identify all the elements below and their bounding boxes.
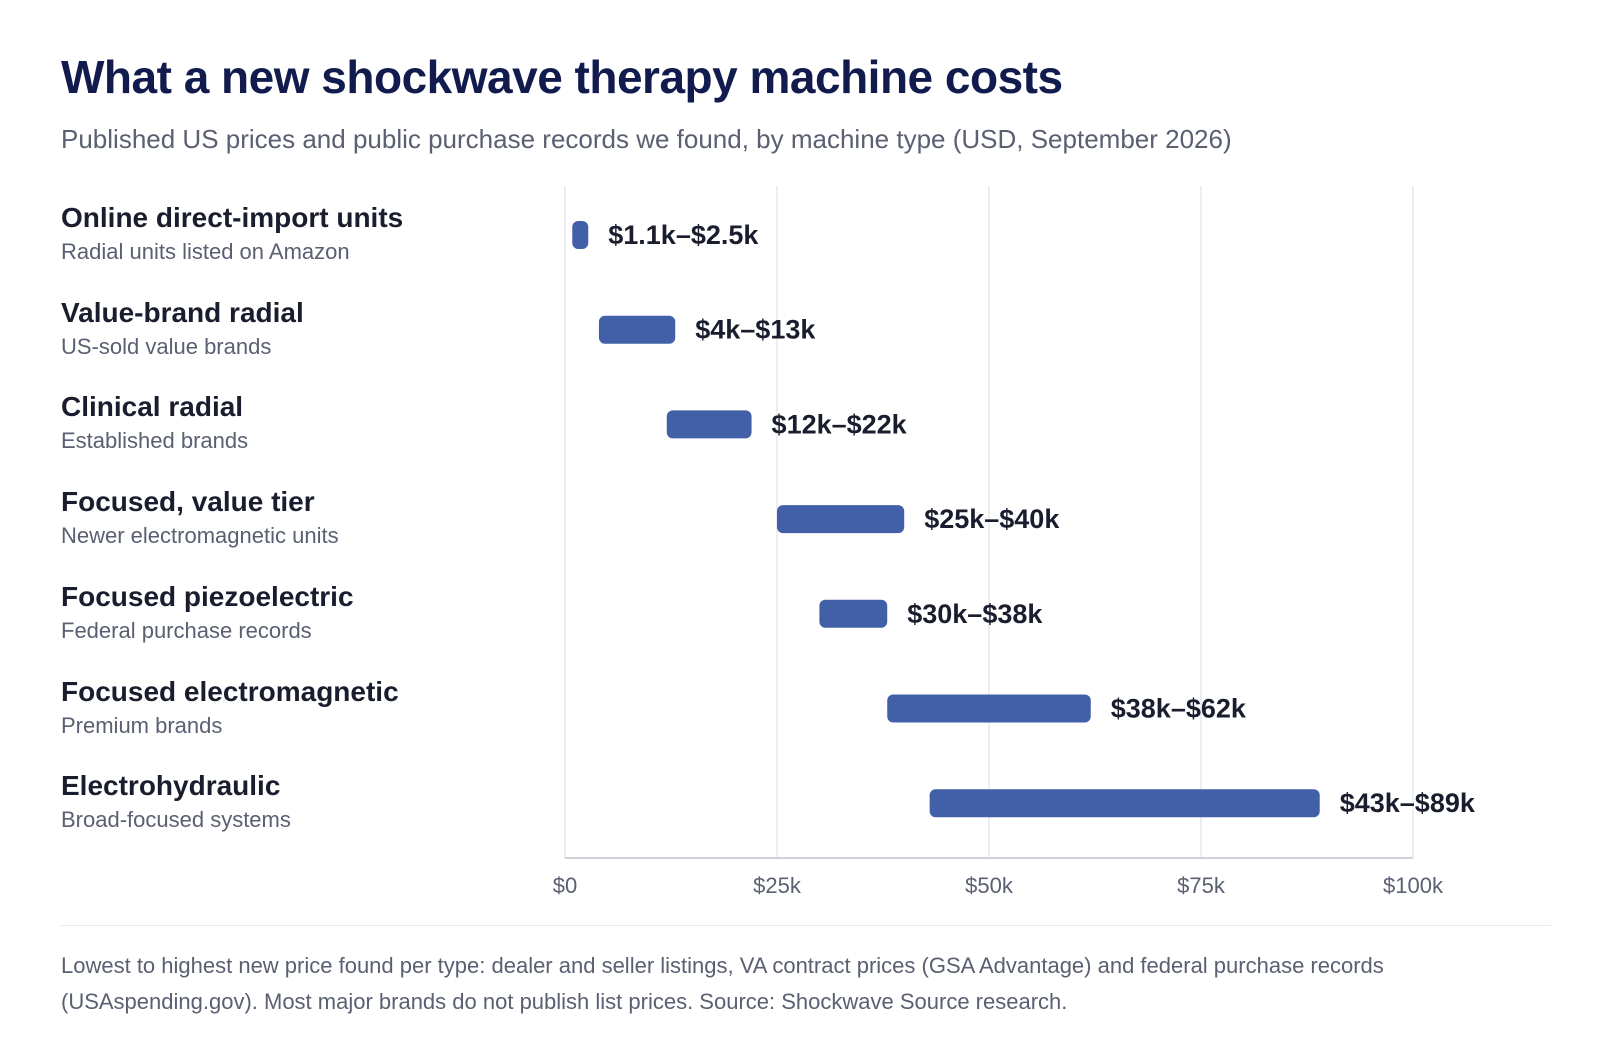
row-label: Focused electromagnetic Premium brands [61, 675, 541, 741]
category-sublabel: Premium brands [61, 712, 223, 738]
footnote: Lowest to highest new price found per ty… [61, 953, 1384, 1014]
range-bar [572, 221, 589, 249]
x-tick-label: $75k [1177, 873, 1226, 898]
range-bar [929, 789, 1320, 818]
category-name: Focused piezoelectric [61, 580, 354, 612]
row-label: Online direct-import units Radial units l… [61, 201, 541, 267]
category-sublabel: Established brands [61, 428, 249, 454]
category-name: Clinical radial [61, 391, 244, 423]
category-name: Value-brand radial [61, 296, 304, 328]
row-label: Clinical radial Established brands [61, 390, 541, 456]
x-tick-label: $100k [1383, 873, 1444, 898]
range-value-label: $25k–$40k [924, 504, 1060, 534]
x-tick-label: $50k [965, 873, 1014, 898]
range-bar [666, 410, 752, 439]
category-name: Focused, value tier [61, 486, 315, 518]
range-bar [819, 599, 888, 628]
category-sublabel: Broad-focused systems [61, 807, 291, 833]
category-sublabel: Radial units listed on Amazon [61, 239, 350, 264]
category-name: Online direct-import units [61, 202, 404, 233]
x-tick-label: $0 [553, 873, 577, 898]
range-bar [887, 694, 1091, 723]
row-label: Value-brand radial US-sold value brands [61, 296, 541, 362]
range-value-label: $4k–$13k [695, 315, 816, 345]
range-value-label: $12k–$22k [772, 409, 908, 439]
category-name: Electrohydraulic [61, 770, 281, 802]
range-bar [598, 315, 676, 344]
range-value-label: $43k–$89k [1340, 788, 1476, 818]
row-label: Focused piezoelectric Federal purchase re… [61, 580, 541, 646]
category-name: Focused electromagnetic [61, 675, 399, 707]
range-bar [777, 505, 905, 534]
x-tick-label: $25k [753, 873, 802, 898]
range-value-label: $38k–$62k [1111, 694, 1247, 724]
category-sublabel: Newer electromagnetic units [61, 523, 339, 549]
category-sublabel: Federal purchase records [61, 617, 312, 643]
range-value-label: $1.1k–$2.5k [608, 220, 759, 250]
range-chart: $0 $25k $50k $75k $100k $1.1k–$2.5k $4k–$13k $1… [553, 186, 1476, 898]
row-label: Focused, value tier Newer electromagnetic… [61, 485, 541, 551]
chart-title: What a new shockwave therapy machine cos… [61, 51, 1063, 103]
chart-subtitle: Published US prices and public purchase … [61, 124, 1232, 154]
row-label: Electrohydraulic Broad-focused systems [61, 769, 541, 835]
category-sublabel: US-sold value brands [61, 333, 272, 359]
range-value-label: $30k–$38k [907, 599, 1043, 629]
footer-divider [61, 925, 1551, 926]
